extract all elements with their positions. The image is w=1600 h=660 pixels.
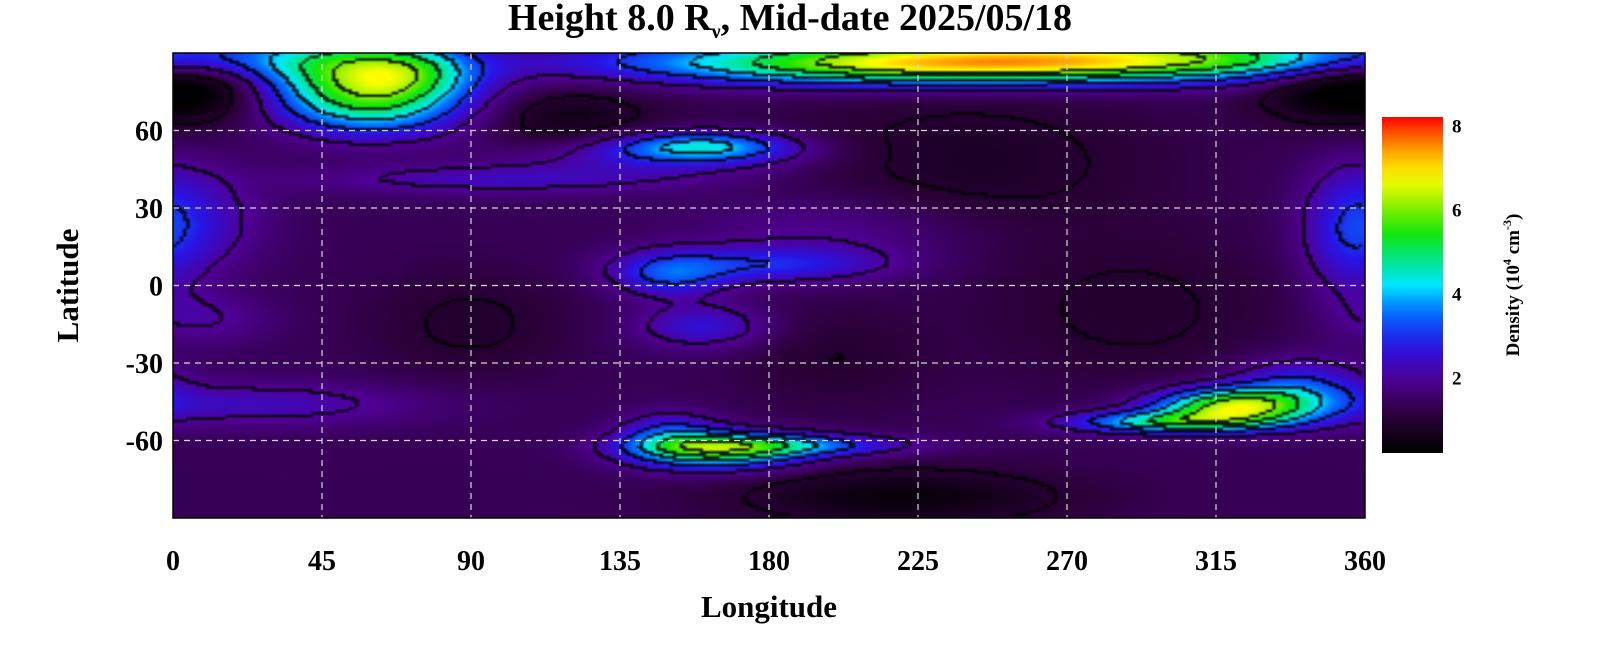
x-tick-label: 0 [166,546,180,577]
title-subscript: ν [711,21,721,43]
cb-label-sup2: -3 [1500,220,1514,230]
cb-label-pre: Density (10 [1503,265,1524,356]
title-rest: , Mid-date 2025/05/18 [721,0,1072,39]
plot-frame [172,52,1366,519]
colorbar-tick-label: 2 [1452,368,1462,389]
x-tick-label: 360 [1344,546,1386,577]
x-tick-label: 180 [748,546,790,577]
y-tick-label: 0 [149,272,163,303]
y-tick-label: -30 [126,349,163,380]
colorbar-tick-label: 8 [1452,116,1462,137]
x-tick-label: 225 [897,546,939,577]
colorbar-tick-label: 4 [1452,284,1462,305]
gridlines [173,53,1365,518]
colorbar-label: Density (104 cm-3) [1500,214,1524,357]
y-axis-ticks: 60 30 0 -30 -60 [126,117,163,458]
x-tick-label: 45 [308,546,336,577]
chart-title: Height 8.0 Rν, Mid-date 2025/05/18 [508,0,1072,43]
colorbar-ticks: 2 4 6 8 [1452,116,1462,389]
cb-label-post: ) [1503,214,1524,220]
title-main: Height 8.0 R [508,0,712,39]
x-axis-ticks: 0 45 90 135 180 225 270 315 360 [166,546,1386,577]
cb-label-sup1: 4 [1500,259,1514,265]
y-axis-label: Latitude [50,229,85,343]
colorbar-gradient [1382,117,1443,453]
x-tick-label: 315 [1195,546,1237,577]
plot-area [172,52,1366,519]
y-tick-label: 60 [135,117,163,148]
y-tick-label: 30 [135,194,163,225]
x-tick-label: 90 [457,546,485,577]
x-tick-label: 270 [1046,546,1088,577]
x-tick-label: 135 [599,546,641,577]
cb-label-mid: cm [1503,230,1524,259]
x-axis-label: Longitude [701,589,837,624]
colorbar-tick-label: 6 [1452,200,1462,221]
y-tick-label: -60 [126,427,163,458]
